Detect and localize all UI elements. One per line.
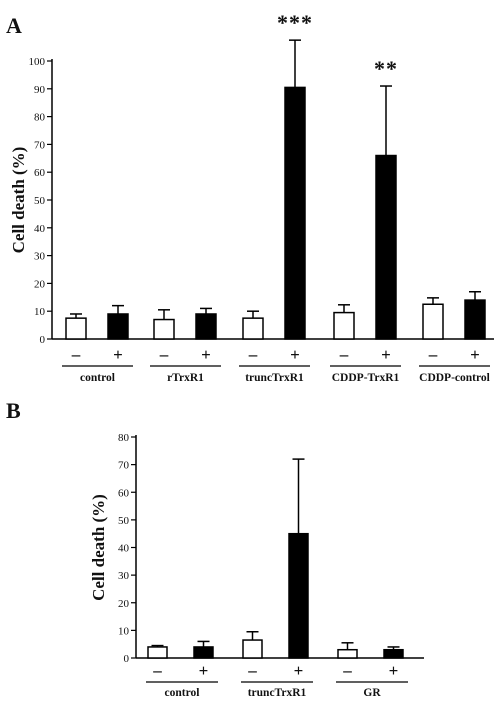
panel-b-y-tick-label: 70	[118, 460, 130, 472]
panel-a-treatment-label: +	[381, 345, 391, 364]
panel-a-bar	[65, 317, 87, 340]
panel-a-y-tick-label: 20	[34, 278, 46, 290]
panel-a-bar	[107, 313, 129, 340]
panel-b-y-tick-label: 0	[124, 653, 130, 665]
panel-b-y-tick-label: 80	[118, 432, 130, 444]
panel-a-treatment-label: –	[428, 345, 438, 364]
panel-a-bar	[333, 311, 355, 340]
panel-b-group-label: truncTrxR1	[248, 687, 307, 699]
panel-a-group-label: CDDP-TrxR1	[332, 372, 400, 384]
panel-a-treatment-label: +	[113, 345, 123, 364]
panel-b-treatment-label: +	[294, 661, 304, 680]
panel-a-significance-label: **	[374, 56, 398, 81]
panel-a-y-tick-label: 90	[34, 84, 46, 96]
panel-b-y-tick-label: 20	[118, 598, 130, 610]
panel-b-bar	[193, 646, 214, 659]
panel-b-treatment-label: –	[247, 661, 257, 680]
panel-a-y-tick-label: 40	[34, 223, 46, 235]
panel-b-y-tick-label: 60	[118, 487, 130, 499]
panel-b-treatment-label: +	[389, 661, 399, 680]
panel-a-y-axis-label: Cell death (%)	[9, 147, 28, 254]
panel-a-treatment-label: –	[339, 345, 349, 364]
panel-a-treatment-label: –	[248, 345, 258, 364]
panel-a-bar	[375, 154, 397, 340]
panel-b-bar	[147, 646, 168, 659]
panel-b-group-label: control	[165, 687, 200, 699]
panel-b-bar	[288, 532, 309, 659]
panel-a-treatment-label: –	[71, 345, 81, 364]
panel-b-treatment-label: –	[152, 661, 162, 680]
panel-b-letter: B	[6, 398, 21, 423]
panel-a-group-label: truncTrxR1	[245, 372, 304, 384]
panel-a-group-label: rTrxR1	[167, 372, 204, 384]
panel-a-treatment-label: +	[201, 345, 211, 364]
panel-b-bar	[242, 639, 263, 659]
panel-a-y-tick-label: 0	[40, 334, 46, 346]
panel-b-bar	[383, 648, 404, 659]
panel-a-y-tick-label: 80	[34, 112, 46, 124]
panel-a-bar	[195, 313, 217, 340]
panel-a-y-tick-label: 60	[34, 167, 46, 179]
panel-a-bar	[422, 303, 444, 340]
panel-a-group-label: CDDP-control	[419, 372, 490, 384]
panel-a-significance-label: ***	[277, 10, 313, 35]
panel-b-bar	[337, 648, 358, 659]
panel-a-y-tick-label: 30	[34, 251, 46, 263]
panel-b-y-tick-label: 30	[118, 570, 130, 582]
panel-a-y-tick-label: 100	[29, 56, 46, 68]
panel-a-bar	[242, 317, 264, 340]
panel-a-y-tick-label: 50	[34, 195, 46, 207]
panel-b-treatment-label: +	[199, 661, 209, 680]
panel-b-y-tick-label: 40	[118, 543, 130, 555]
panel-a-treatment-label: +	[470, 345, 480, 364]
panel-a-bar	[153, 318, 175, 340]
panel-a-bar	[464, 299, 486, 340]
panel-b-y-tick-label: 50	[118, 515, 130, 527]
panel-a-bar	[284, 86, 306, 340]
panel-a-letter: A	[6, 13, 22, 38]
panel-a-y-tick-label: 10	[34, 306, 46, 318]
panel-a-treatment-label: –	[159, 345, 169, 364]
panel-a-group-label: control	[80, 372, 115, 384]
panel-b-y-tick-label: 10	[118, 625, 130, 637]
panel-a-y-tick-label: 70	[34, 139, 46, 151]
panel-b-y-axis-label: Cell death (%)	[89, 494, 108, 601]
panel-a-treatment-label: +	[290, 345, 300, 364]
panel-b-treatment-label: –	[342, 661, 352, 680]
panel-b-group-label: GR	[363, 687, 381, 699]
